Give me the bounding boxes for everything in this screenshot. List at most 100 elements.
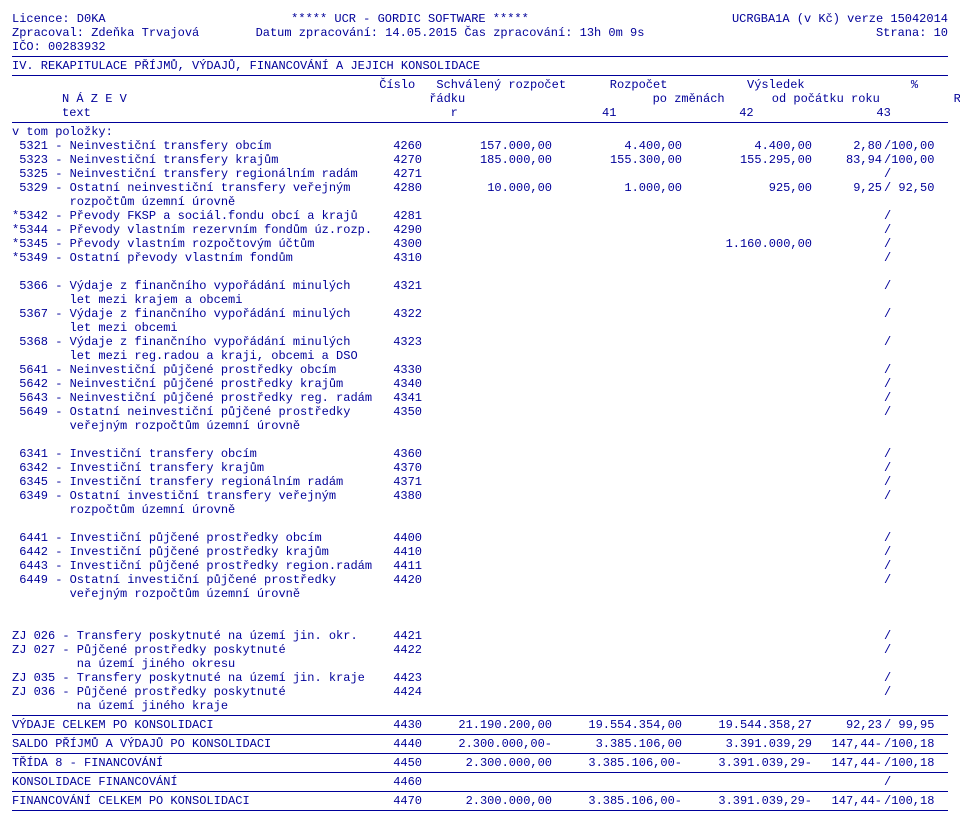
row-c43: 1.160.000,00 bbox=[682, 237, 812, 251]
row-ru: /100,00 bbox=[882, 139, 944, 153]
row-c41: 2.300.000,00 bbox=[422, 794, 552, 808]
row-c42: 3.385.106,00- bbox=[552, 756, 682, 770]
row-ru: / bbox=[882, 545, 944, 559]
row-text: ZJ 036 - Půjčené prostředky poskytnuté bbox=[12, 685, 372, 699]
row-text bbox=[12, 517, 372, 531]
hdr-pct1: % bbox=[848, 78, 918, 92]
table-row: ZJ 036 - Půjčené prostředky poskytnuté44… bbox=[12, 685, 948, 699]
table-row: veřejným rozpočtům územní úrovně bbox=[12, 587, 948, 601]
table-row: na území jiného okresu bbox=[12, 657, 948, 671]
divider bbox=[12, 56, 948, 57]
hdr-radku: řádku bbox=[429, 92, 479, 106]
table-row: *5342 - Převody FKSP a sociál.fondu obcí… bbox=[12, 209, 948, 223]
table-row: 6349 - Ostatní investiční transfery veře… bbox=[12, 489, 948, 503]
row-c41: 2.300.000,00 bbox=[422, 756, 552, 770]
row-ru: / 92,50 bbox=[882, 181, 944, 195]
row-c41: 185.000,00 bbox=[422, 153, 552, 167]
table-row: 6442 - Investiční půjčené prostředky kra… bbox=[12, 545, 948, 559]
row-r: 4371 bbox=[372, 475, 422, 489]
table-row bbox=[12, 265, 948, 279]
table-row: 5321 - Neinvestiční transfery obcím42601… bbox=[12, 139, 948, 153]
row-c43: 3.391.039,29- bbox=[682, 756, 812, 770]
row-r: 4424 bbox=[372, 685, 422, 699]
row-text: ZJ 027 - Půjčené prostředky poskytnuté bbox=[12, 643, 372, 657]
row-r: 4340 bbox=[372, 377, 422, 391]
row-c42: 155.300,00 bbox=[552, 153, 682, 167]
table-row: rozpočtům územní úrovně bbox=[12, 503, 948, 517]
row-r: 4341 bbox=[372, 391, 422, 405]
row-r: 4370 bbox=[372, 461, 422, 475]
row-rs: 147,44- bbox=[812, 794, 882, 808]
row-text: KONSOLIDACE FINANCOVÁNÍ bbox=[12, 775, 372, 789]
row-ru: / bbox=[882, 685, 944, 699]
row-text: 5368 - Výdaje z finančního vypořádání mi… bbox=[12, 335, 372, 349]
row-text: 5323 - Neinvestiční transfery krajům bbox=[12, 153, 372, 167]
row-ru: / bbox=[882, 363, 944, 377]
divider bbox=[12, 734, 948, 735]
table-row: 6441 - Investiční půjčené prostředky obc… bbox=[12, 531, 948, 545]
table-row: rozpočtům územní úrovně bbox=[12, 195, 948, 209]
row-ru: / bbox=[882, 223, 944, 237]
hdr-pozmenach: po změnách bbox=[624, 92, 754, 106]
row-text: rozpočtům územní úrovně bbox=[12, 195, 372, 209]
hdr-r: r bbox=[429, 106, 479, 120]
hdr-rozpocet: Rozpočet bbox=[574, 78, 704, 92]
row-text: 6345 - Investiční transfery regionálním … bbox=[12, 475, 372, 489]
row-r: 4330 bbox=[372, 363, 422, 377]
table-row: 5366 - Výdaje z finančního vypořádání mi… bbox=[12, 279, 948, 293]
row-r: 4281 bbox=[372, 209, 422, 223]
table-row: 6341 - Investiční transfery obcím4360/ bbox=[12, 447, 948, 461]
table-row: 5643 - Neinvestiční půjčené prostředky r… bbox=[12, 391, 948, 405]
row-ru: / bbox=[882, 391, 944, 405]
hdr-blank bbox=[898, 106, 960, 120]
row-ru: /100,18 bbox=[882, 794, 944, 808]
row-text bbox=[12, 615, 372, 629]
row-ru: / bbox=[882, 489, 944, 503]
hdr-odpocatku: od počátku roku bbox=[761, 92, 891, 106]
row-c42: 3.385.106,00 bbox=[552, 737, 682, 751]
hdr-rs: RS bbox=[898, 92, 960, 106]
hdr-blank bbox=[12, 78, 372, 92]
row-r: 4270 bbox=[372, 153, 422, 167]
row-text: VÝDAJE CELKEM PO KONSOLIDACI bbox=[12, 718, 372, 732]
divider bbox=[12, 810, 948, 811]
table-row: let mezi krajem a obcemi bbox=[12, 293, 948, 307]
row-text: 5366 - Výdaje z finančního vypořádání mi… bbox=[12, 279, 372, 293]
row-text: 5643 - Neinvestiční půjčené prostředky r… bbox=[12, 391, 372, 405]
table-row: 5323 - Neinvestiční transfery krajům4270… bbox=[12, 153, 948, 167]
row-ru: /100,18 bbox=[882, 737, 944, 751]
row-text: FINANCOVÁNÍ CELKEM PO KONSOLIDACI bbox=[12, 794, 372, 808]
row-c43: 155.295,00 bbox=[682, 153, 812, 167]
row-c43: 3.391.039,29 bbox=[682, 737, 812, 751]
table-row: *5344 - Převody vlastním rezervním fondů… bbox=[12, 223, 948, 237]
row-ru: / bbox=[882, 629, 944, 643]
divider bbox=[12, 122, 948, 123]
row-rs: 147,44- bbox=[812, 756, 882, 770]
row-ru: / bbox=[882, 573, 944, 587]
hdr-43: 43 bbox=[761, 106, 891, 120]
row-text: 5321 - Neinvestiční transfery obcím bbox=[12, 139, 372, 153]
row-r: 4422 bbox=[372, 643, 422, 657]
row-rs: 9,25 bbox=[812, 181, 882, 195]
row-ru: / bbox=[882, 307, 944, 321]
row-r: 4460 bbox=[372, 775, 422, 789]
ico-label: IČO: 00283932 bbox=[12, 40, 948, 54]
row-ru: / bbox=[882, 531, 944, 545]
table-row: 5367 - Výdaje z finančního vypořádání mi… bbox=[12, 307, 948, 321]
table-row: FINANCOVÁNÍ CELKEM PO KONSOLIDACI44702.3… bbox=[12, 794, 948, 808]
row-ru: / bbox=[882, 209, 944, 223]
row-text: 5642 - Neinvestiční půjčené prostředky k… bbox=[12, 377, 372, 391]
row-r: 4360 bbox=[372, 447, 422, 461]
header-line-2: Zpracoval: Zdeňka Trvajová Datum zpracov… bbox=[12, 26, 948, 40]
row-r: 4300 bbox=[372, 237, 422, 251]
row-ru: / bbox=[882, 251, 944, 265]
row-r: 4423 bbox=[372, 671, 422, 685]
row-r: 4470 bbox=[372, 794, 422, 808]
divider bbox=[12, 791, 948, 792]
row-rs: 83,94 bbox=[812, 153, 882, 167]
divider bbox=[12, 753, 948, 754]
row-ru: / bbox=[882, 279, 944, 293]
row-text bbox=[12, 601, 372, 615]
row-c41: 21.190.200,00 bbox=[422, 718, 552, 732]
row-ru: / bbox=[882, 475, 944, 489]
